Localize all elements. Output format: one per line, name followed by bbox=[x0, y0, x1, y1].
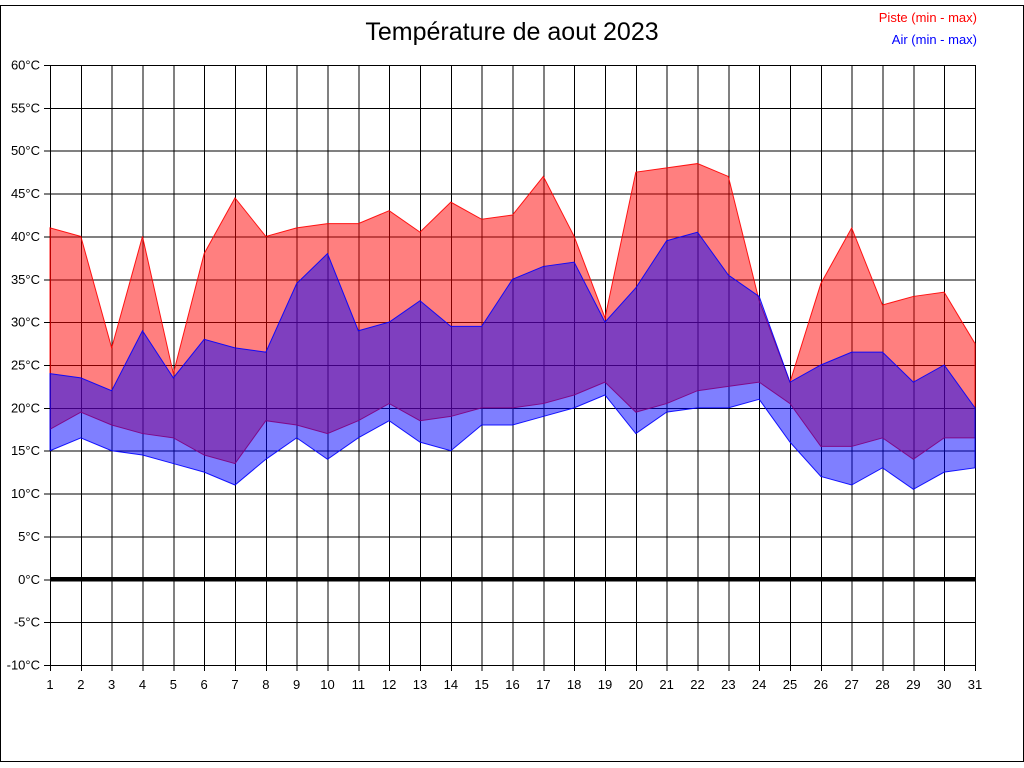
y-axis-label: 50°C bbox=[11, 143, 40, 158]
x-axis-label: 1 bbox=[46, 677, 53, 692]
x-axis-label: 14 bbox=[444, 677, 458, 692]
x-axis-label: 25 bbox=[783, 677, 797, 692]
x-axis-label: 18 bbox=[567, 677, 581, 692]
y-axis-label: 55°C bbox=[11, 100, 40, 115]
y-axis-label: 20°C bbox=[11, 400, 40, 415]
x-axis-label: 19 bbox=[598, 677, 612, 692]
x-axis-label: 2 bbox=[77, 677, 84, 692]
x-axis-label: 5 bbox=[170, 677, 177, 692]
x-axis-label: 12 bbox=[382, 677, 396, 692]
x-axis-label: 22 bbox=[690, 677, 704, 692]
x-axis-label: 28 bbox=[875, 677, 889, 692]
y-axis-label: 35°C bbox=[11, 272, 40, 287]
y-axis-labels: -10°C -5°C 0°C 5°C 10°C 15°C 20°C 25°C 30°C 35°C 4… bbox=[7, 58, 40, 673]
x-axis-label: 29 bbox=[906, 677, 920, 692]
y-axis-label: 5°C bbox=[18, 529, 40, 544]
x-axis-label: 13 bbox=[413, 677, 427, 692]
x-axis-label: 11 bbox=[352, 677, 366, 692]
y-axis-label: 10°C bbox=[11, 486, 40, 501]
x-axis-label: 15 bbox=[474, 677, 488, 692]
x-axis-label: 3 bbox=[108, 677, 115, 692]
x-axis-label: 30 bbox=[937, 677, 951, 692]
y-axis-label: 45°C bbox=[11, 186, 40, 201]
x-axis-label: 31 bbox=[968, 677, 982, 692]
x-axis-label: 10 bbox=[320, 677, 334, 692]
y-axis-label: 30°C bbox=[11, 315, 40, 330]
x-axis-label: 24 bbox=[752, 677, 766, 692]
legend-entry-air: Air (min - max) bbox=[891, 32, 977, 47]
y-axis-label: -5°C bbox=[14, 615, 40, 630]
x-axis-label: 9 bbox=[293, 677, 300, 692]
y-axis-label: 25°C bbox=[11, 358, 40, 373]
air-band bbox=[49, 231, 976, 490]
y-axis-label: 40°C bbox=[11, 229, 40, 244]
x-axis-labels: 1 2 3 4 5 6 7 8 9 10 11 12 13 14 15 16 17 18 19 20 21 22 23 24 2… bbox=[46, 677, 982, 692]
x-axis-label: 16 bbox=[505, 677, 519, 692]
x-axis-label: 4 bbox=[139, 677, 146, 692]
x-axis-label: 21 bbox=[659, 677, 673, 692]
x-axis-label: 27 bbox=[844, 677, 858, 692]
y-axis-label: -10°C bbox=[7, 658, 40, 673]
legend: Piste (min - max) Air (min - max) bbox=[879, 7, 977, 51]
x-axis-label: 7 bbox=[231, 677, 238, 692]
y-axis-label: 60°C bbox=[11, 58, 40, 73]
y-axis-label: 0°C bbox=[18, 572, 40, 587]
legend-entry-piste: Piste (min - max) bbox=[878, 10, 977, 25]
x-axis-label: 23 bbox=[721, 677, 735, 692]
axis-ticks bbox=[44, 65, 976, 671]
x-axis-label: 8 bbox=[262, 677, 269, 692]
x-axis-label: 6 bbox=[201, 677, 208, 692]
x-axis-label: 17 bbox=[536, 677, 550, 692]
x-axis-label: 20 bbox=[629, 677, 643, 692]
x-axis-label: 26 bbox=[814, 677, 828, 692]
page-title: Température de aout 2023 bbox=[365, 18, 659, 46]
y-axis-label: 15°C bbox=[11, 443, 40, 458]
